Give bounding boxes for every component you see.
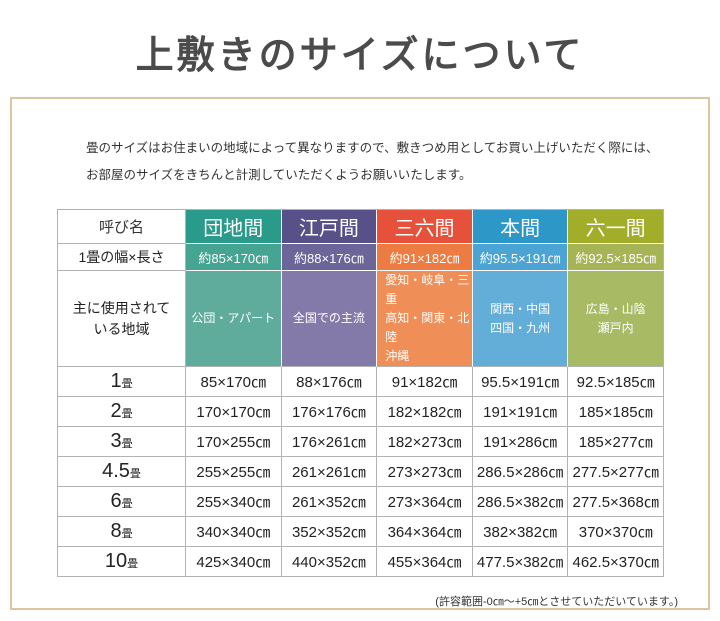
row-label: 4.5畳: [58, 457, 186, 487]
page-title: 上敷きのサイズについて: [135, 35, 585, 77]
mat-size-cell: 約85×170㎝: [186, 244, 282, 271]
table-header-row: 呼び名 団地間 江戸間 三六間 本間 六一間: [58, 210, 664, 244]
size-value: 255×255㎝: [186, 457, 282, 487]
size-value: 261×261㎝: [281, 457, 378, 487]
region-row: 主に使用されている地域 公団・アパート 全国での主流 愛知・岐阜・三重 高知・関…: [58, 271, 664, 367]
tatami-size-table: 呼び名 団地間 江戸間 三六間 本間 六一間 1畳の幅×長さ 約85×170㎝ …: [57, 209, 664, 577]
region-cell: 関西・中国 四国・九州: [472, 271, 569, 367]
region-cell: 広島・山陰 瀬戸内: [568, 271, 664, 367]
size-value: 277.5×368㎝: [568, 487, 664, 517]
tolerance-footnote: (許容範囲-0㎝〜+5㎝とさせていただいています。): [435, 596, 678, 608]
size-value: 176×176㎝: [281, 397, 378, 427]
mat-size-row: 1畳の幅×長さ 約85×170㎝ 約88×176㎝ 約91×182㎝ 約95.5…: [58, 244, 664, 271]
size-value: 85×170㎝: [186, 367, 282, 397]
row-label: 1畳: [58, 367, 186, 397]
row-label: 10畳: [58, 547, 186, 577]
size-value: 455×364㎝: [377, 547, 473, 577]
table-row: 8畳 340×340㎝ 352×352㎝ 364×364㎝ 382×382㎝ 3…: [58, 517, 664, 547]
size-value: 440×352㎝: [281, 547, 378, 577]
content-box: 畳のサイズはお住まいの地域によって異なりますので、敷きつめ用としてお買い上げいた…: [10, 97, 710, 610]
mat-size-cell: 約95.5×191㎝: [472, 244, 569, 271]
row-label: 2畳: [58, 397, 186, 427]
size-value: 382×382㎝: [472, 517, 569, 547]
size-value: 364×364㎝: [377, 517, 473, 547]
size-value: 425×340㎝: [186, 547, 282, 577]
size-value: 182×273㎝: [377, 427, 473, 457]
table-row: 1畳 85×170㎝ 88×176㎝ 91×182㎝ 95.5×191㎝ 92.…: [58, 367, 664, 397]
description-text: 畳のサイズはお住まいの地域によって異なりますので、敷きつめ用としてお買い上げいた…: [86, 135, 668, 189]
size-value: 462.5×370㎝: [568, 547, 664, 577]
size-value: 255×340㎝: [186, 487, 282, 517]
region-cell: 公団・アパート: [186, 271, 282, 367]
region-cell: 愛知・岐阜・三重 高知・関東・北陸 沖縄: [377, 271, 473, 367]
size-value: 91×182㎝: [377, 367, 473, 397]
size-value: 176×261㎝: [281, 427, 378, 457]
row-label: 3畳: [58, 427, 186, 457]
size-value: 261×352㎝: [281, 487, 378, 517]
size-value: 286.5×286㎝: [472, 457, 569, 487]
size-value: 191×191㎝: [472, 397, 569, 427]
region-row-label: 主に使用されている地域: [58, 271, 186, 367]
mat-size-cell: 約88×176㎝: [281, 244, 378, 271]
column-header-rokuichima: 六一間: [568, 210, 664, 244]
table-row: 6畳 255×340㎝ 261×352㎝ 273×364㎝ 286.5×382㎝…: [58, 487, 664, 517]
size-value: 273×273㎝: [377, 457, 473, 487]
size-value: 170×170㎝: [186, 397, 282, 427]
table-row: 2畳 170×170㎝ 176×176㎝ 182×182㎝ 191×191㎝ 1…: [58, 397, 664, 427]
column-header-honma: 本間: [472, 210, 569, 244]
size-value: 170×255㎝: [186, 427, 282, 457]
table-row: 4.5畳 255×255㎝ 261×261㎝ 273×273㎝ 286.5×28…: [58, 457, 664, 487]
size-value: 185×185㎝: [568, 397, 664, 427]
size-value: 370×370㎝: [568, 517, 664, 547]
mat-size-cell: 約92.5×185㎝: [568, 244, 664, 271]
mat-size-cell: 約91×182㎝: [377, 244, 473, 271]
size-value: 277.5×277㎝: [568, 457, 664, 487]
description-line-1: 畳のサイズはお住まいの地域によって異なりますので、敷きつめ用としてお買い上げいた…: [86, 141, 659, 155]
description-line-2: お部屋のサイズをきちんと計測していただくようお願いいたします。: [86, 168, 472, 182]
region-cell: 全国での主流: [281, 271, 378, 367]
size-value: 88×176㎝: [281, 367, 378, 397]
size-value: 286.5×382㎝: [472, 487, 569, 517]
size-value: 185×277㎝: [568, 427, 664, 457]
size-row-label: 1畳の幅×長さ: [58, 244, 186, 271]
column-header-sanrokuma: 三六間: [377, 210, 473, 244]
name-header-cell: 呼び名: [58, 210, 186, 244]
size-value: 92.5×185㎝: [568, 367, 664, 397]
size-value: 182×182㎝: [377, 397, 473, 427]
row-label: 8畳: [58, 517, 186, 547]
column-header-edoma: 江戸間: [281, 210, 378, 244]
size-value: 340×340㎝: [186, 517, 282, 547]
table-row: 10畳 425×340㎝ 440×352㎝ 455×364㎝ 477.5×382…: [58, 547, 664, 577]
size-value: 191×286㎝: [472, 427, 569, 457]
size-value: 477.5×382㎝: [472, 547, 569, 577]
size-value: 352×352㎝: [281, 517, 378, 547]
column-header-danchima: 団地間: [186, 210, 282, 244]
table-row: 3畳 170×255㎝ 176×261㎝ 182×273㎝ 191×286㎝ 1…: [58, 427, 664, 457]
size-value: 273×364㎝: [377, 487, 473, 517]
size-value: 95.5×191㎝: [472, 367, 569, 397]
row-label: 6畳: [58, 487, 186, 517]
